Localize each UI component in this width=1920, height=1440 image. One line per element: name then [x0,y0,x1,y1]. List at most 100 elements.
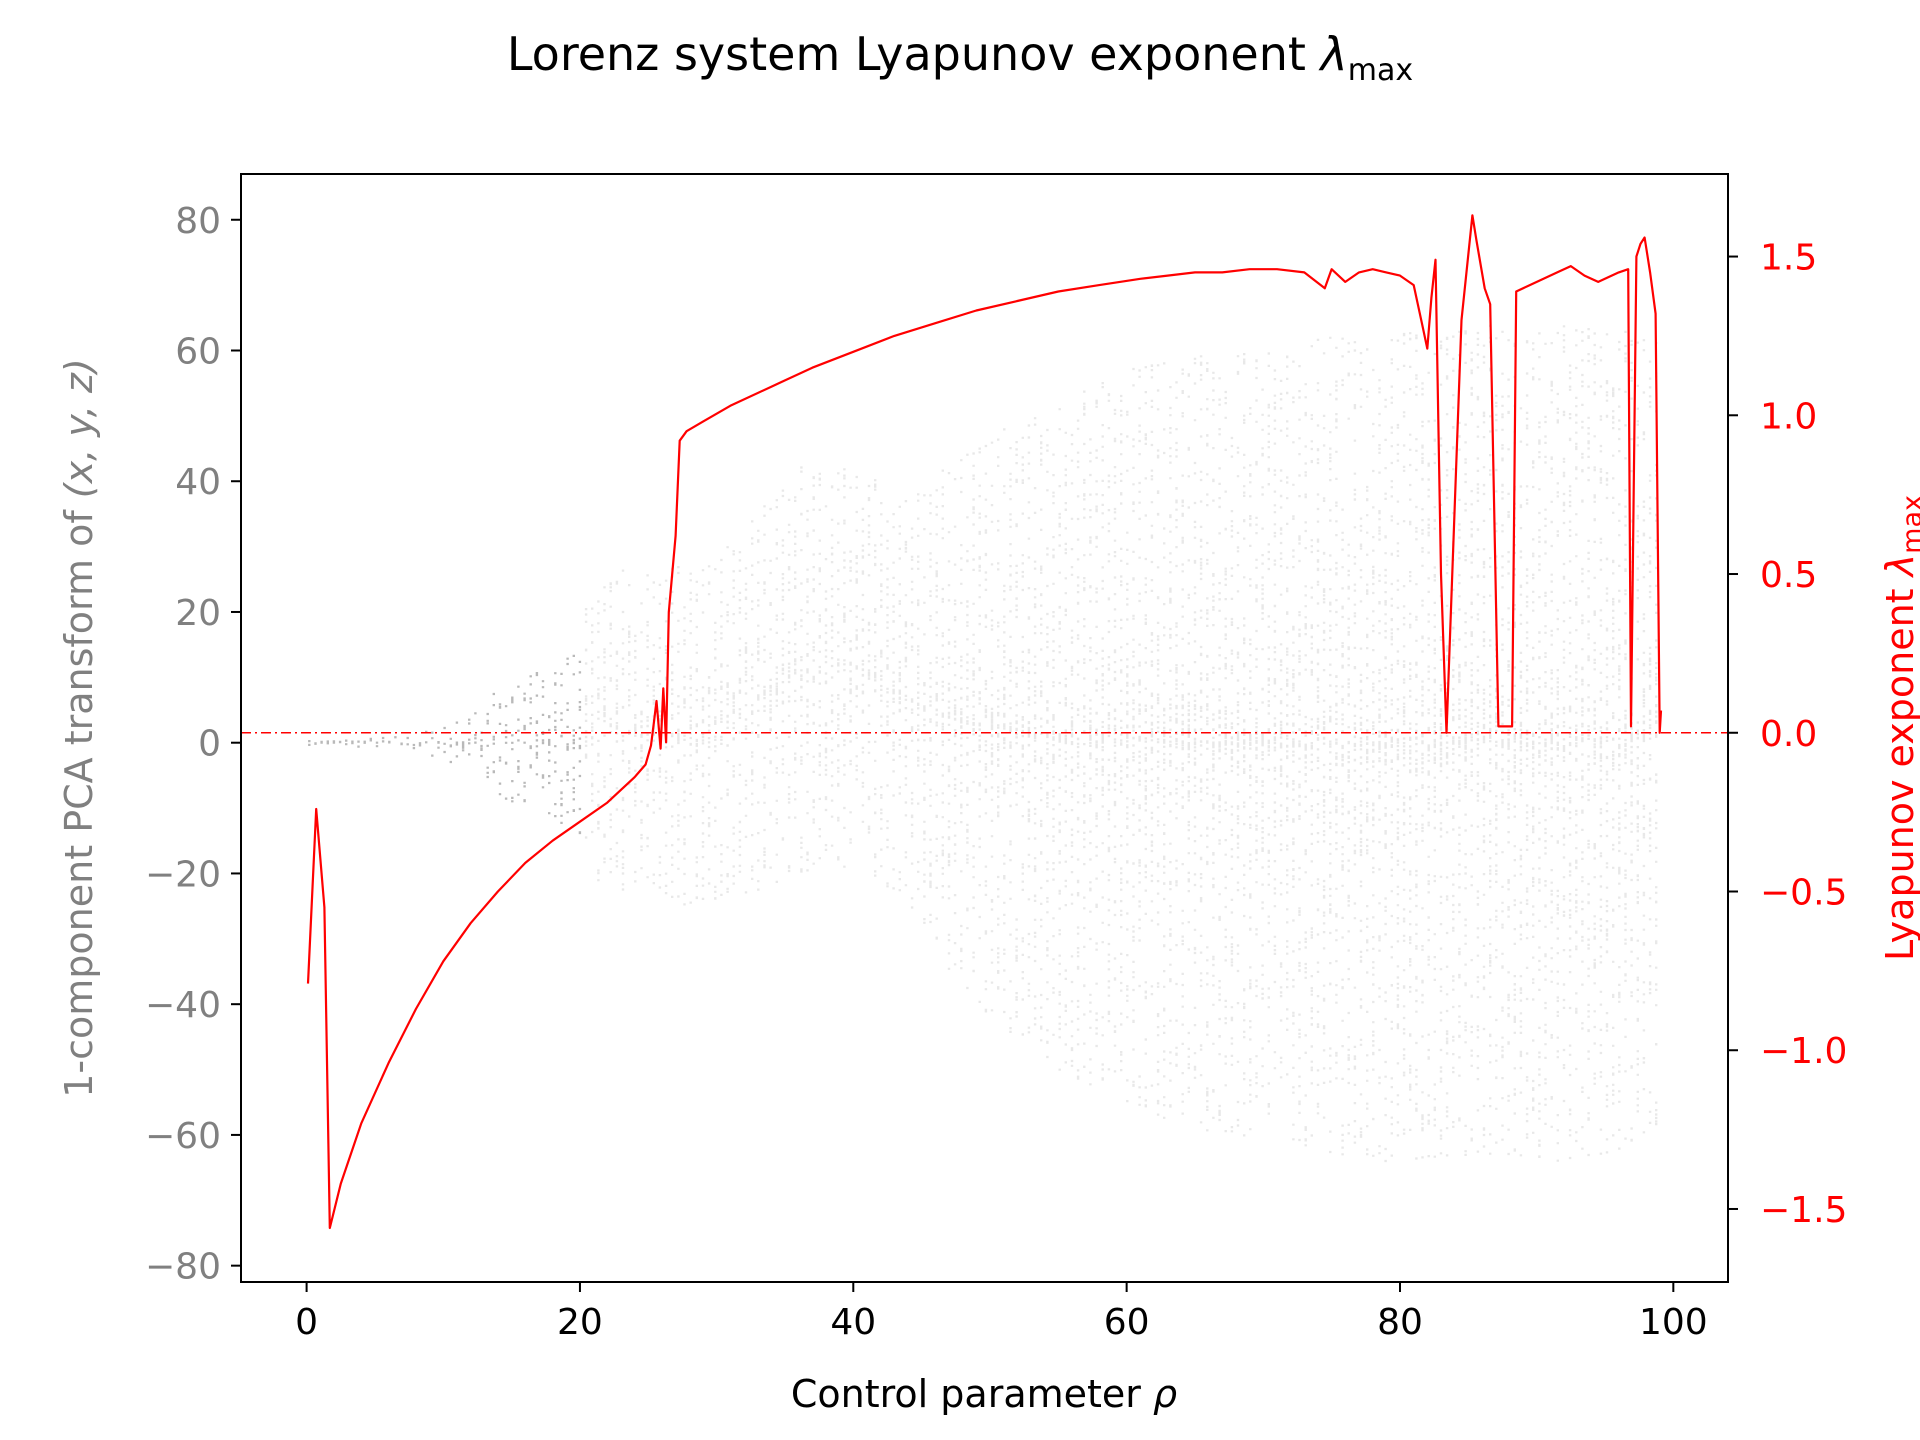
pca-scatter-column [357,740,360,748]
pca-scatter-column [830,485,834,847]
pca-scatter-column [812,476,815,865]
left-y-tick-label: 60 [175,331,221,372]
pca-scatter-column [1267,352,1270,1115]
pca-scatter-column [1538,332,1541,1158]
pca-scatter-column [695,580,698,900]
pca-scatter-column [1156,364,1160,1116]
pca-scatter-column [1482,344,1486,1148]
pca-scatter-column [1083,390,1086,1068]
pca-scatter-column [849,486,852,844]
pca-scatter-column [1015,441,1018,1018]
left-y-tick-label: −60 [145,1116,221,1157]
pca-scatter-column [1599,346,1603,1155]
pca-scatter-column [1464,330,1467,1156]
pca-scatter-column [1402,332,1406,1135]
right-y-tick-label: −1.0 [1760,1031,1847,1072]
pca-scatter-column [1439,340,1443,1155]
pca-scatter-column [646,574,649,879]
pca-scatter-column [1562,325,1566,1103]
pca-scatter-column [1396,339,1400,1137]
pca-scatter-column [1655,342,1658,1126]
right-y-tick-label: 1.5 [1760,238,1817,279]
pca-scatter-column [1427,371,1430,1158]
pca-scatter-column [1636,341,1639,1113]
pca-scatter-column [1144,366,1147,1108]
pca-scatter-column [1218,377,1221,1122]
pca-scatter-column [904,500,908,887]
pca-scatter-column [886,520,889,888]
pca-scatter-column [947,472,951,970]
pca-scatter-column [1243,353,1246,1137]
pca-scatter-column [1040,434,1043,1042]
pca-scatter-column [1199,355,1203,1124]
pca-scatter-column [1206,362,1209,1132]
pca-scatter-column [1193,357,1197,1079]
pca-scatter-column [560,672,563,824]
pca-scatter-column [400,742,403,746]
pca-scatter-column [1046,428,1049,1059]
pca-scatter-column [1470,351,1473,1142]
pca-scatter-column [1027,424,1031,1034]
right-y-tick-label: 0.0 [1760,714,1817,755]
pca-scatter-column [966,453,969,990]
pca-scatter-column [455,721,459,758]
pca-scatter-column [504,705,508,800]
pca-scatter-column [597,600,600,882]
pca-scatter-column [1095,399,1098,1048]
left-y-axis-ticks: 80 60 40 20 0 −20 −40 −60 −80 [145,201,241,1288]
right-y-axis-label: Lyapunov exponent λmax [1878,495,1920,961]
pca-scatter-column [566,657,569,814]
pca-scatter-column [1624,330,1627,1140]
pca-scatter-column [1476,331,1480,1153]
pca-scatter-column [1378,379,1381,1155]
pca-scatter-column [763,505,766,869]
pca-scatter-column [1415,334,1418,1160]
x-tick-label: 40 [830,1302,876,1343]
pca-scatter-column [1618,340,1621,1150]
pca-scatter-column [332,740,336,744]
pca-scatter-column [1076,419,1080,1080]
pca-scatter-column [584,608,588,839]
right-y-tick-label: −0.5 [1760,873,1847,914]
pca-scatter-column [917,493,920,891]
pca-scatter-column [1107,393,1111,1071]
pca-scatter-column [1021,436,1024,1036]
pca-scatter-column [1421,382,1424,1159]
pca-scatter-column [381,736,385,743]
pca-scatter-column [1556,331,1559,1162]
x-axis-label: Control parameter ρ [791,1372,1177,1416]
pca-scatter-column [953,478,957,966]
x-tick-label: 100 [1639,1302,1708,1343]
pca-scatter-column [1292,360,1295,1141]
pca-scatter-column [824,505,828,851]
pca-scatter-column [1113,408,1117,1073]
pca-scatter-column [1445,336,1449,1157]
pca-scatter-column [787,498,791,873]
pca-scatter-column [468,718,471,756]
pca-scatter-column [806,509,809,872]
x-tick-label: 0 [295,1302,318,1343]
pca-scatter-column [874,479,877,877]
pca-scatter-column [1230,436,1234,1133]
x-tick-label: 20 [557,1302,603,1343]
pca-scatter-column [474,712,477,744]
pca-scatter-column [867,484,871,834]
pca-scatter-column [1261,388,1264,1088]
pca-scatter-column [744,567,748,894]
pca-scatter-column [1316,338,1320,1115]
pca-scatter-column [418,742,422,747]
pca-scatter-column [990,441,994,1012]
pca-scatter-column [941,469,944,899]
pca-scatter-column [1120,394,1123,1072]
pca-scatter-column [1525,340,1529,1139]
pca-scatter-column [1550,342,1553,1128]
pca-scatter-column [529,675,532,769]
pca-scatter-column [794,496,797,819]
pca-scatter-column [775,499,778,883]
pca-scatter-column [1070,433,1074,1067]
pca-scatter-column [461,741,465,752]
pca-scatter-column [1587,328,1590,1157]
pca-scatter-column [923,494,926,924]
pca-scatter-column [609,582,612,874]
